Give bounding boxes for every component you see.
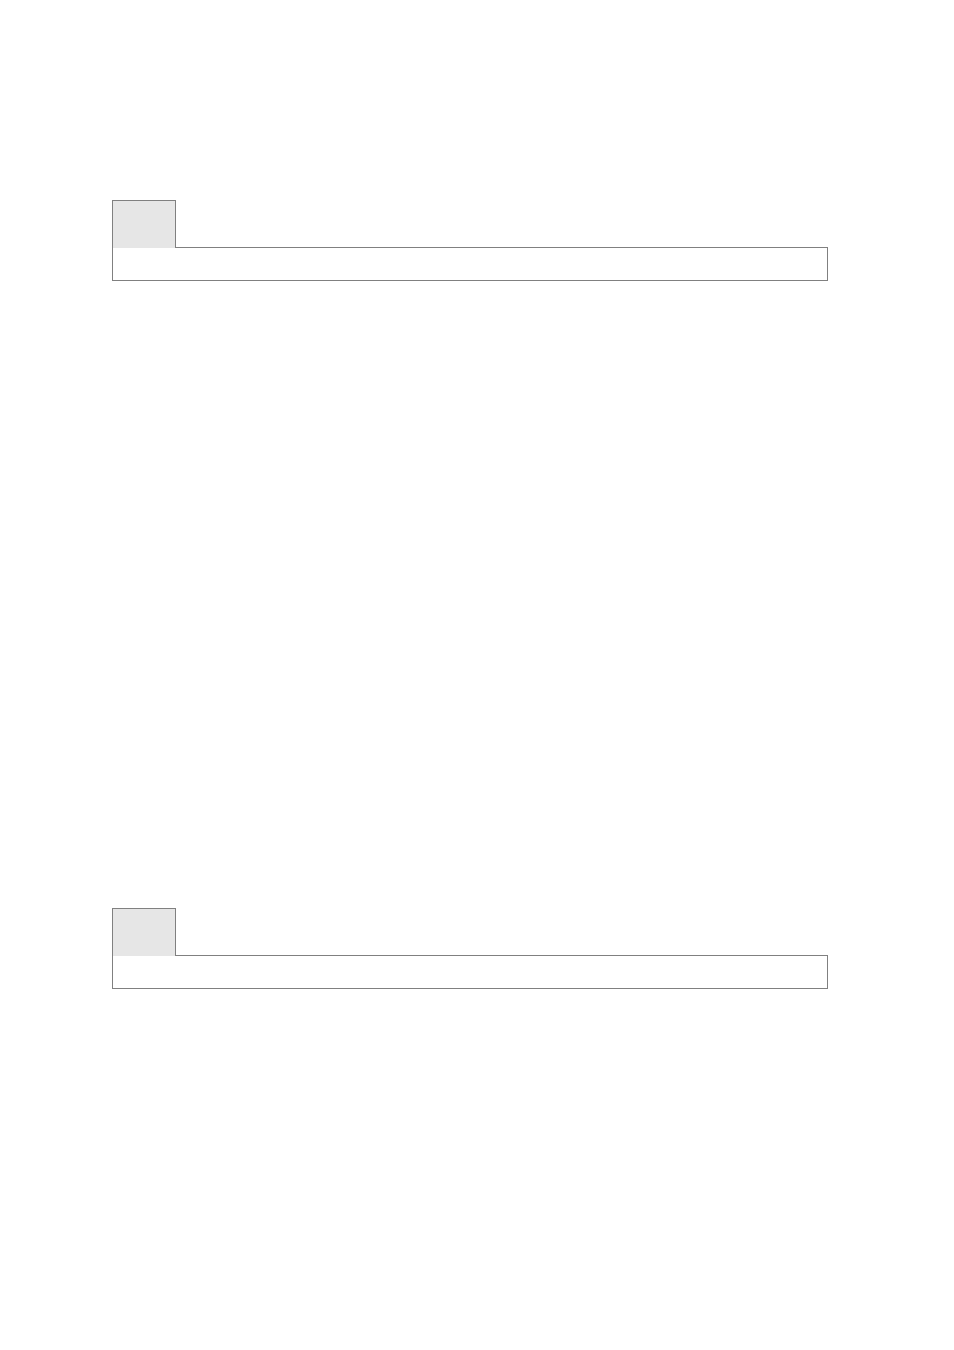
tab-1 xyxy=(112,200,176,248)
section-1 xyxy=(112,200,828,281)
tab-overlap-1 xyxy=(114,248,176,250)
section-2 xyxy=(112,908,828,989)
content-box-2 xyxy=(112,955,828,989)
tab-overlap-2 xyxy=(114,956,176,958)
tab-2 xyxy=(112,908,176,956)
content-box-1 xyxy=(112,247,828,281)
